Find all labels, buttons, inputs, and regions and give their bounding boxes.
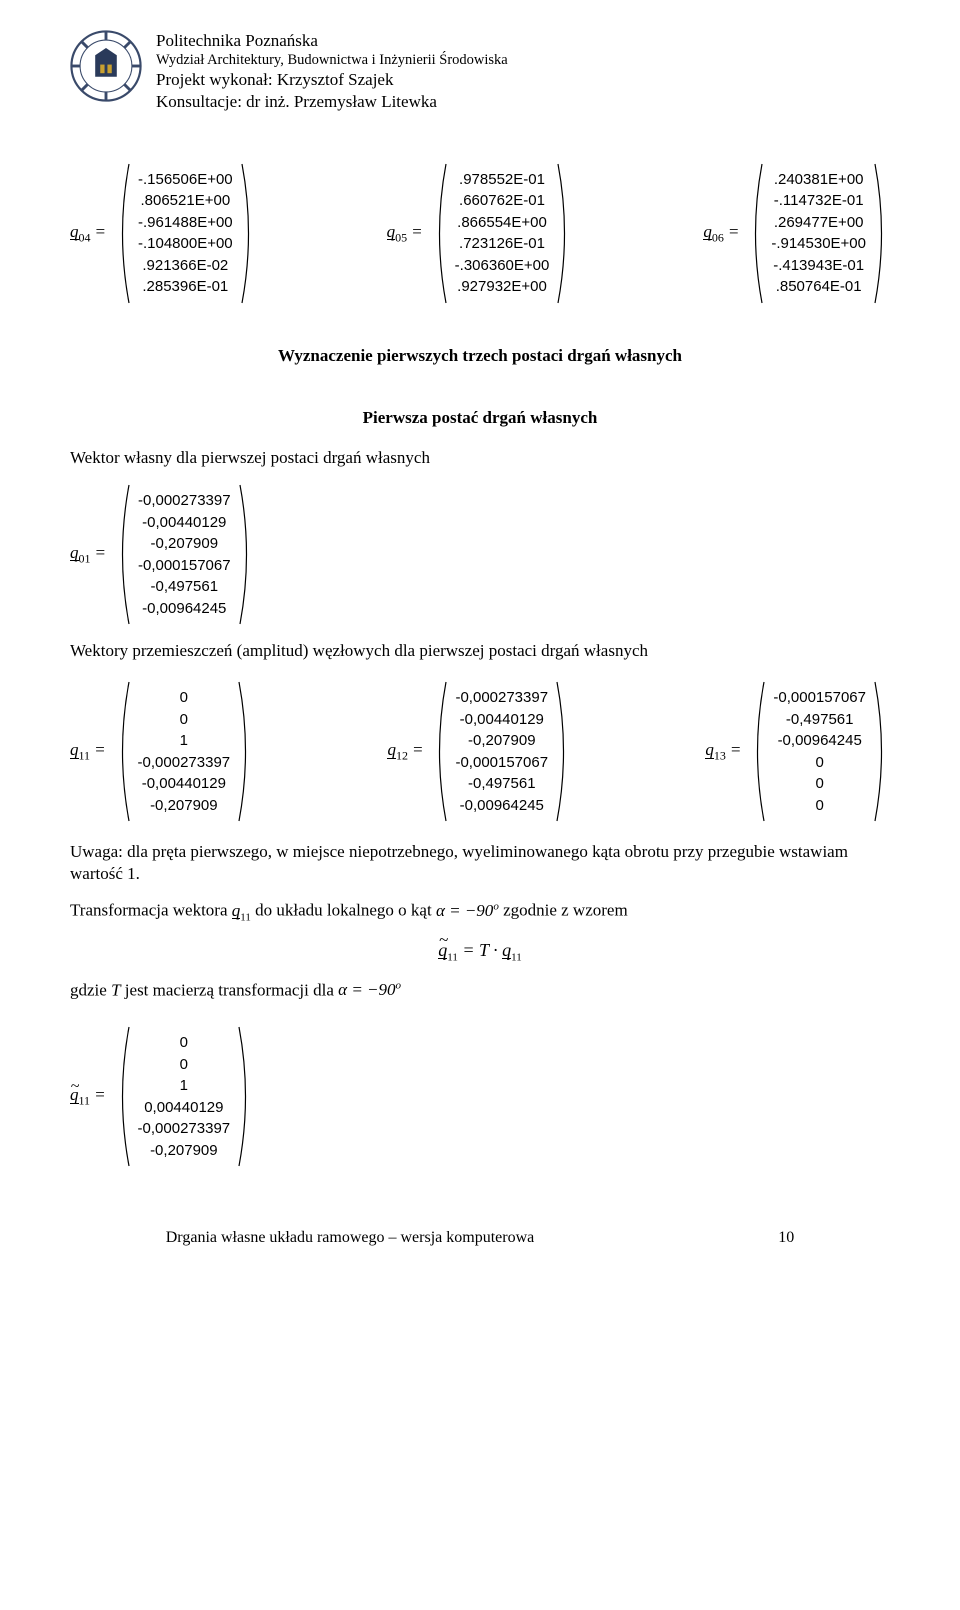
vector-q05: q05= .978552E-01 .660762E-01 .866554E+00… — [387, 162, 574, 305]
label-q05: q05= — [387, 221, 429, 246]
vectors-q11-q12-q13: q11= 0 0 1 -0,000273397 -0,00440129 -0,2… — [70, 680, 890, 823]
left-paren-icon — [431, 680, 449, 823]
consultation-line: Konsultacje: dr inż. Przemysław Litewka — [156, 91, 508, 112]
vector-q11-tilde: q11= 0 0 1 0,00440129 -0,000273397 -0,20… — [70, 1025, 890, 1168]
right-paren-icon — [236, 1025, 254, 1168]
vector-q11: q11= 0 0 1 -0,000273397 -0,00440129 -0,2… — [70, 680, 254, 823]
where-paragraph: gdzie T jest macierzą transformacji dla … — [70, 979, 890, 1002]
university-logo — [70, 30, 142, 102]
label-q12: q12= — [387, 739, 429, 764]
faculty-name: Wydział Architektury, Budownictwa i Inży… — [156, 51, 508, 69]
vector-q01: q01= -0,000273397 -0,00440129 -0,207909 … — [70, 483, 890, 626]
left-paren-icon — [747, 162, 765, 305]
footer-text: Drgania własne układu ramowego – wersja … — [166, 1229, 534, 1246]
right-paren-icon — [239, 162, 257, 305]
right-paren-icon — [236, 680, 254, 823]
section-title-1: Wyznaczenie pierwszych trzech postaci dr… — [70, 345, 890, 367]
left-paren-icon — [114, 162, 132, 305]
author-line: Projekt wykonał: Krzysztof Szajek — [156, 69, 508, 90]
right-paren-icon — [554, 680, 572, 823]
left-paren-icon — [114, 1025, 132, 1168]
header-text: Politechnika Poznańska Wydział Architekt… — [156, 30, 508, 112]
page-number: 10 — [778, 1228, 794, 1249]
paragraph-eigenvector: Wektor własny dla pierwszej postaci drga… — [70, 447, 890, 469]
label-q01: q01= — [70, 542, 112, 567]
page-footer: Drgania własne układu ramowego – wersja … — [70, 1228, 890, 1249]
q05-values: .978552E-01 .660762E-01 .866554E+00 .723… — [449, 162, 556, 305]
transformation-formula: q11 = T · q11 — [70, 939, 890, 965]
q11t-values: 0 0 1 0,00440129 -0,000273397 -0,207909 — [132, 1025, 237, 1168]
paragraph-displacement-vectors: Wektory przemieszczeń (amplitud) węzłowy… — [70, 640, 890, 662]
q12-values: -0,000273397 -0,00440129 -0,207909 -0,00… — [449, 680, 554, 823]
right-paren-icon — [872, 162, 890, 305]
vector-q04: q04= -.156506E+00 .806521E+00 -.961488E+… — [70, 162, 257, 305]
q13-values: -0,000157067 -0,497561 -0,00964245 0 0 0 — [767, 680, 872, 823]
left-paren-icon — [114, 483, 132, 626]
q06-values: .240381E+00 -.114732E-01 .269477E+00 -.9… — [765, 162, 872, 305]
vector-q12: q12= -0,000273397 -0,00440129 -0,207909 … — [387, 680, 572, 823]
q11-values: 0 0 1 -0,000273397 -0,00440129 -0,207909 — [132, 680, 237, 823]
vector-q06: q06= .240381E+00 -.114732E-01 .269477E+0… — [703, 162, 890, 305]
note-paragraph: Uwaga: dla pręta pierwszego, w miejsce n… — [70, 841, 890, 885]
document-header: Politechnika Poznańska Wydział Architekt… — [70, 30, 890, 112]
left-paren-icon — [749, 680, 767, 823]
label-q06: q06= — [703, 221, 745, 246]
vectors-q04-q05-q06: q04= -.156506E+00 .806521E+00 -.961488E+… — [70, 162, 890, 305]
right-paren-icon — [237, 483, 255, 626]
left-paren-icon — [114, 680, 132, 823]
label-q11-tilde: q11= — [70, 1084, 112, 1109]
left-paren-icon — [431, 162, 449, 305]
page-root: Politechnika Poznańska Wydział Architekt… — [0, 0, 960, 1269]
label-q11: q11= — [70, 739, 112, 764]
section-title-2: Pierwsza postać drgań własnych — [70, 407, 890, 429]
vector-q13: q13= -0,000157067 -0,497561 -0,00964245 … — [705, 680, 890, 823]
transformation-paragraph: Transformacja wektora q11 do układu loka… — [70, 899, 890, 924]
q01-values: -0,000273397 -0,00440129 -0,207909 -0,00… — [132, 483, 237, 626]
right-paren-icon — [555, 162, 573, 305]
university-name: Politechnika Poznańska — [156, 30, 508, 51]
right-paren-icon — [872, 680, 890, 823]
label-q13: q13= — [705, 739, 747, 764]
q04-values: -.156506E+00 .806521E+00 -.961488E+00 -.… — [132, 162, 239, 305]
label-q04: q04= — [70, 221, 112, 246]
